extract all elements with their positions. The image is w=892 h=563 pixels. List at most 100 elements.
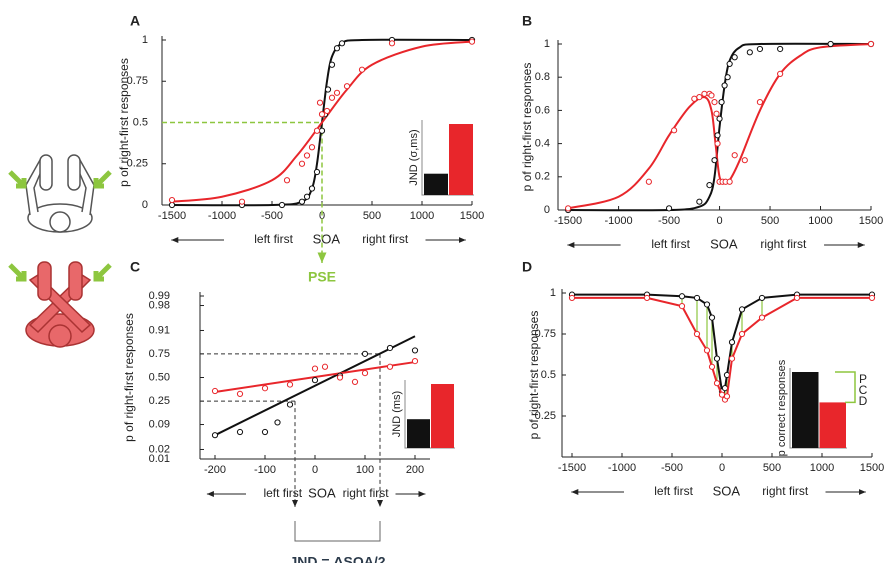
data-point <box>716 115 723 122</box>
data-point <box>703 347 711 354</box>
data-point <box>714 132 721 139</box>
x-tick-label: 1500 <box>859 215 883 227</box>
y-tick-label: 0.09 <box>149 418 170 430</box>
data-point <box>261 385 269 392</box>
inset-bar <box>449 124 473 195</box>
data-point <box>713 380 721 387</box>
data-point <box>723 393 731 400</box>
data-point <box>386 344 394 352</box>
y-tick-label: 0 <box>544 204 550 216</box>
data-point <box>696 198 703 205</box>
x-tick-label: 1000 <box>808 215 832 227</box>
stimulus-arrow <box>8 263 27 282</box>
y-tick-label: 0.2 <box>535 171 550 183</box>
data-point <box>321 363 329 370</box>
right-label: right first <box>762 484 809 498</box>
data-point <box>278 201 286 209</box>
data-point <box>726 60 733 68</box>
data-point <box>713 355 721 362</box>
data-point <box>741 157 748 164</box>
data-point <box>343 83 351 90</box>
inset-bar <box>792 372 819 448</box>
data-point <box>708 314 716 321</box>
fit-line <box>214 335 416 437</box>
data-point <box>323 107 331 115</box>
y-tick-label: 0.75 <box>535 328 556 340</box>
x-axis-label: SOA <box>313 231 341 246</box>
x-tick-label: 1000 <box>810 462 834 474</box>
x-tick-label: -1000 <box>208 210 236 222</box>
panel: A 0 0.25 0.5 0.75 1 -1500 -1000 -500 0 500 1000 1500… <box>117 13 484 285</box>
fit-line <box>214 361 416 393</box>
data-point <box>328 61 336 68</box>
data-point <box>693 330 701 338</box>
y-tick-label: 0.25 <box>149 395 170 407</box>
x-tick-label: -1500 <box>158 210 186 222</box>
data-point <box>726 178 733 185</box>
y-tick-label: 1 <box>550 287 556 299</box>
data-point <box>738 306 746 313</box>
data-point <box>756 45 764 53</box>
crossed-hands-icon <box>25 261 95 348</box>
data-point <box>313 127 321 134</box>
x-tick-label: -500 <box>661 462 683 474</box>
pse-label: PSE <box>308 269 336 285</box>
data-point <box>211 432 219 439</box>
x-axis-label: SOA <box>710 236 738 251</box>
x-tick-label: 0 <box>719 462 725 474</box>
x-tick-label: 1500 <box>860 462 884 474</box>
x-tick-label: -1000 <box>608 462 636 474</box>
panel: D 0.25 0.5 0.75 1 -1500 -1000 -500 0 500 1000 1500 p… <box>522 259 884 499</box>
data-point <box>236 428 244 436</box>
x-tick-label: 200 <box>406 464 424 476</box>
y-axis-label: p of right-first responses <box>117 58 131 187</box>
data-point <box>351 378 359 386</box>
inset-letter: C <box>859 383 868 397</box>
data-point <box>731 54 738 61</box>
data-point <box>643 294 651 302</box>
data-point <box>168 196 176 204</box>
right-label: right first <box>362 232 409 246</box>
data-point <box>311 377 319 384</box>
data-point <box>756 99 764 106</box>
data-point <box>311 365 319 372</box>
inset-letter: P <box>859 372 867 386</box>
x-axis-label: SOA <box>308 485 336 500</box>
data-point <box>827 40 834 48</box>
data-point <box>706 182 713 189</box>
panel-letter: A <box>130 13 140 29</box>
left-label: left first <box>651 237 690 251</box>
data-point <box>318 111 326 118</box>
data-point <box>388 40 396 47</box>
data-point <box>678 293 686 300</box>
data-point <box>665 205 673 212</box>
data-point <box>238 198 246 205</box>
y-tick-label: 0.02 <box>149 443 170 455</box>
data-point <box>324 86 332 93</box>
data-point <box>286 381 294 388</box>
data-point <box>316 99 324 106</box>
data-point <box>708 363 716 370</box>
data-point <box>671 127 678 134</box>
data-point <box>758 294 766 302</box>
data-point <box>711 157 718 164</box>
panel-letter: D <box>522 259 532 275</box>
data-point <box>696 94 703 101</box>
y-tick-label: 0.98 <box>149 299 170 311</box>
data-point <box>298 160 306 167</box>
data-point <box>236 390 244 398</box>
data-point <box>308 185 316 192</box>
data-point <box>361 350 369 357</box>
data-point <box>286 401 294 408</box>
data-point <box>358 66 366 73</box>
data-point <box>731 152 738 159</box>
data-point <box>708 92 715 99</box>
x-tick-label: -1000 <box>605 215 633 227</box>
data-point <box>728 339 736 346</box>
panel: C 0.010.02 0.09 0.25 0.50 0.75 0.91 0.980.99 -20… <box>122 259 455 563</box>
data-point <box>714 140 721 147</box>
data-point <box>728 355 736 362</box>
y-tick-label: 1 <box>544 38 550 50</box>
y-tick-label: 0.4 <box>535 138 550 150</box>
